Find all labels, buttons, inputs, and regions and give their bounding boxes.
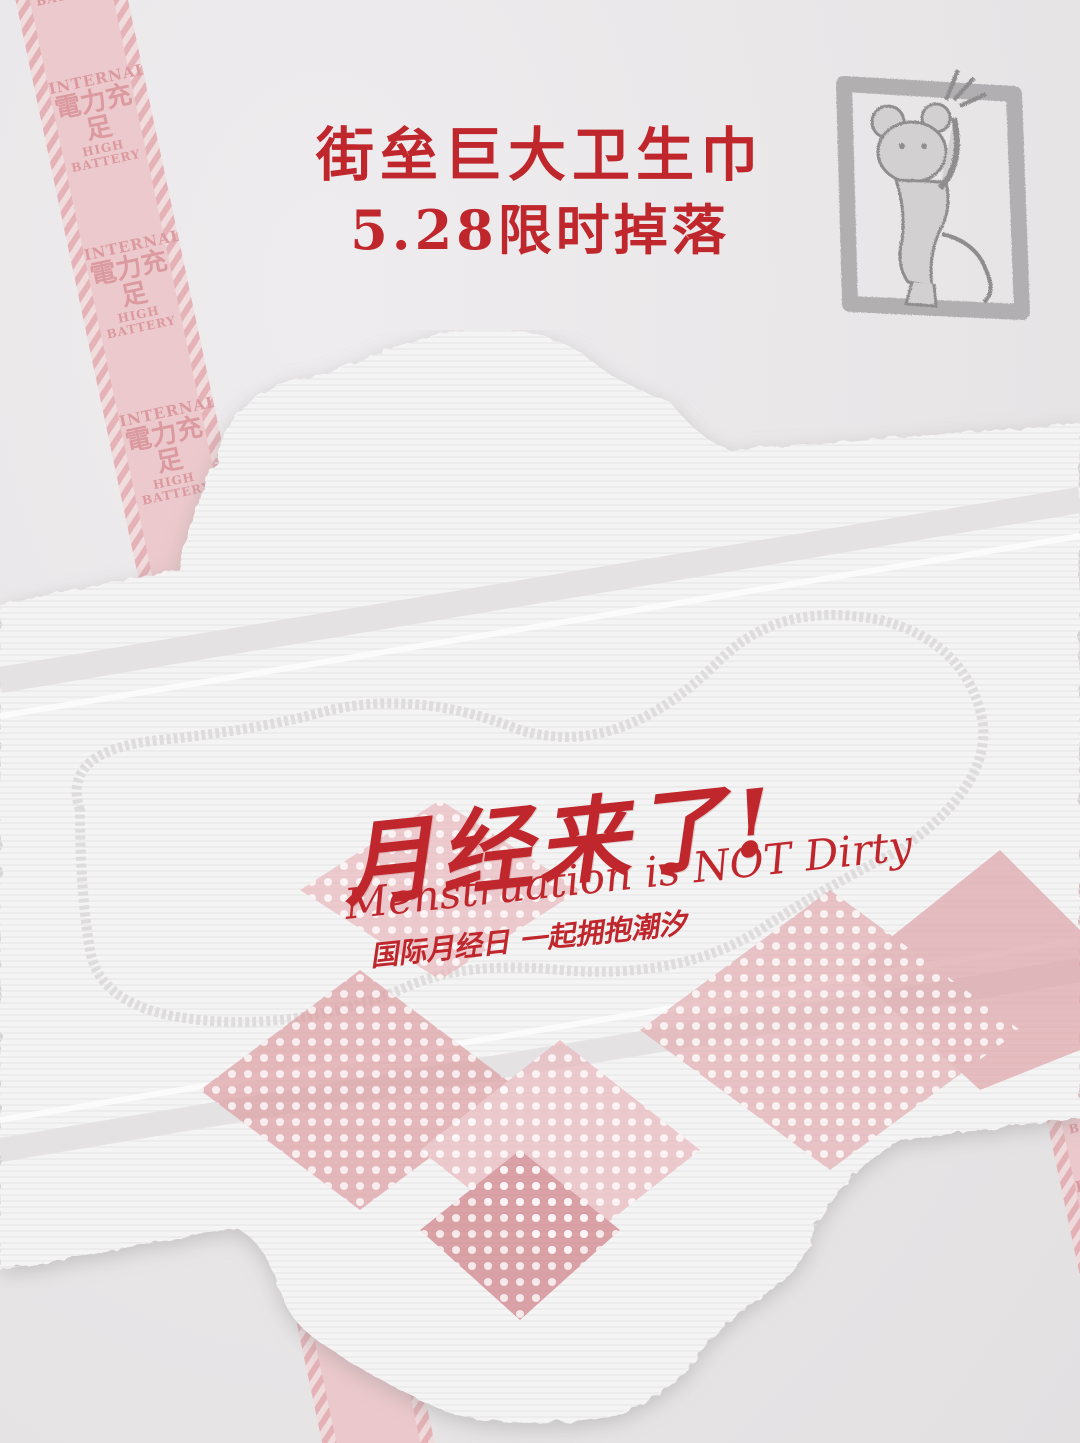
poster-title-line2: 5.28限时掉落	[350, 198, 730, 262]
sanitary-pad-illustration	[0, 330, 1080, 1424]
mascot-stamp-logo	[836, 69, 1030, 320]
poster-title-line1: 街垒巨大卫生巾	[315, 121, 764, 189]
